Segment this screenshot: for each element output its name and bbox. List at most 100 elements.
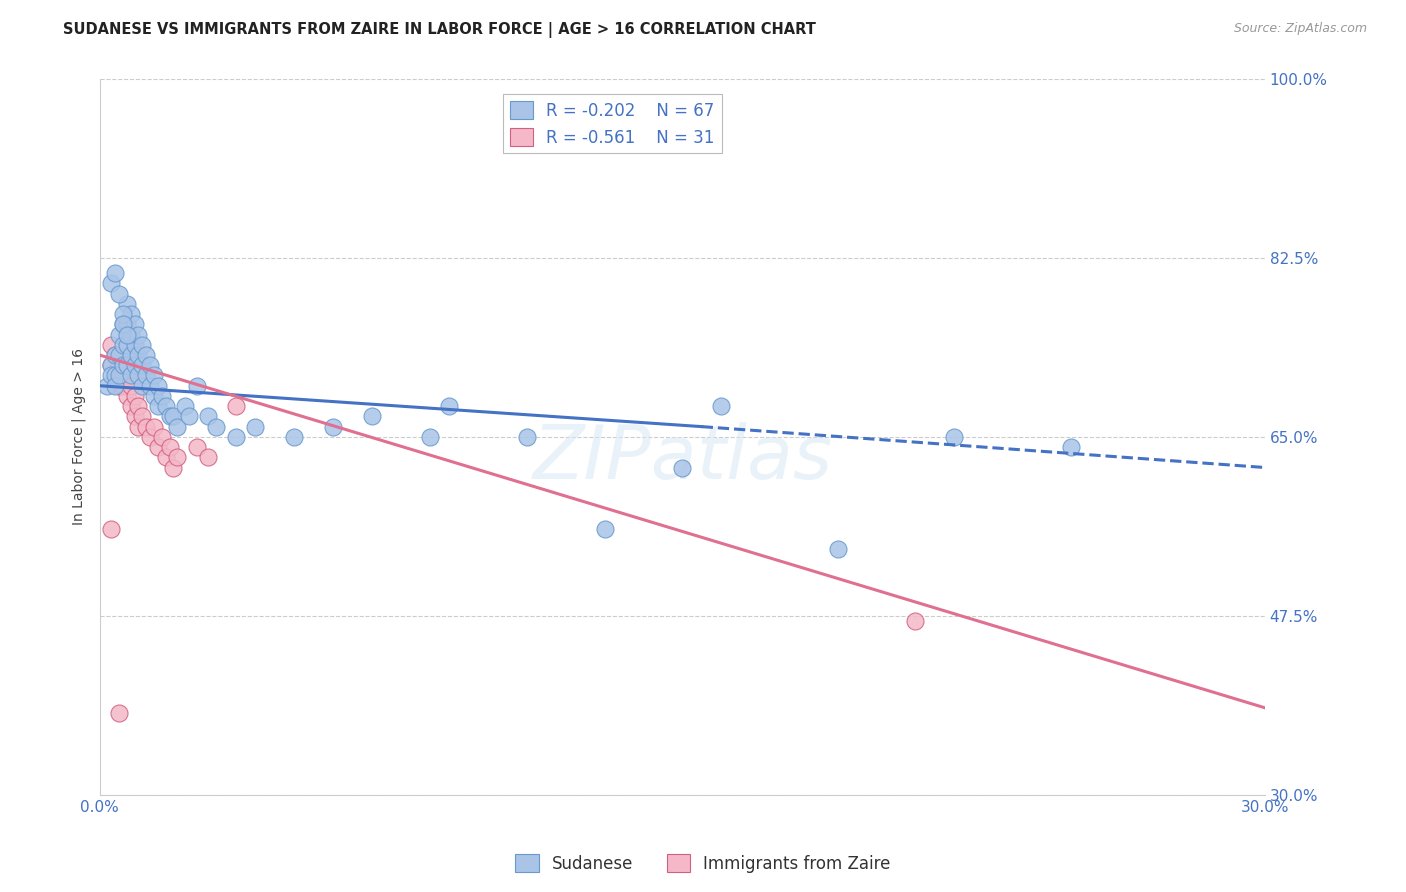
Text: SUDANESE VS IMMIGRANTS FROM ZAIRE IN LABOR FORCE | AGE > 16 CORRELATION CHART: SUDANESE VS IMMIGRANTS FROM ZAIRE IN LAB…: [63, 22, 815, 38]
Point: [139, 430, 162, 444]
Point: [827, 542, 849, 557]
Point: [225, 399, 247, 413]
Point: [131, 378, 153, 392]
Point: [127, 368, 149, 383]
Point: [100, 522, 122, 536]
Point: [162, 409, 184, 424]
Point: [135, 419, 157, 434]
Point: [159, 409, 181, 424]
Point: [104, 266, 127, 280]
Point: [143, 419, 166, 434]
Point: [111, 358, 134, 372]
Point: [120, 307, 142, 321]
Point: [115, 318, 138, 332]
Point: [120, 348, 142, 362]
Y-axis label: In Labor Force | Age > 16: In Labor Force | Age > 16: [72, 349, 86, 525]
Legend: Sudanese, Immigrants from Zaire: Sudanese, Immigrants from Zaire: [509, 847, 897, 880]
Point: [96, 378, 118, 392]
Point: [322, 419, 344, 434]
Point: [131, 409, 153, 424]
Point: [115, 389, 138, 403]
Point: [100, 358, 122, 372]
Point: [108, 348, 131, 362]
Point: [115, 358, 138, 372]
Point: [159, 440, 181, 454]
Point: [139, 378, 162, 392]
Point: [437, 399, 460, 413]
Point: [115, 338, 138, 352]
Point: [127, 419, 149, 434]
Point: [100, 358, 122, 372]
Point: [205, 419, 228, 434]
Point: [104, 348, 127, 362]
Point: [135, 348, 157, 362]
Point: [197, 450, 219, 465]
Point: [166, 419, 188, 434]
Point: [166, 450, 188, 465]
Point: [115, 368, 138, 383]
Point: [174, 399, 197, 413]
Point: [186, 378, 208, 392]
Point: [111, 378, 134, 392]
Point: [516, 430, 538, 444]
Legend: R = -0.202    N = 67, R = -0.561    N = 31: R = -0.202 N = 67, R = -0.561 N = 31: [503, 95, 721, 153]
Point: [124, 318, 146, 332]
Point: [1059, 440, 1081, 454]
Point: [143, 389, 166, 403]
Point: [186, 440, 208, 454]
Point: [139, 358, 162, 372]
Point: [155, 399, 177, 413]
Point: [131, 338, 153, 352]
Point: [120, 327, 142, 342]
Point: [283, 430, 305, 444]
Point: [108, 286, 131, 301]
Text: ZIPatlas: ZIPatlas: [533, 422, 832, 494]
Point: [124, 409, 146, 424]
Point: [150, 430, 173, 444]
Point: [100, 277, 122, 291]
Point: [108, 327, 131, 342]
Point: [108, 368, 131, 383]
Point: [111, 338, 134, 352]
Point: [120, 399, 142, 413]
Text: Source: ZipAtlas.com: Source: ZipAtlas.com: [1233, 22, 1367, 36]
Point: [225, 430, 247, 444]
Point: [177, 409, 200, 424]
Point: [100, 338, 122, 352]
Point: [104, 368, 127, 383]
Point: [100, 368, 122, 383]
Point: [120, 378, 142, 392]
Point: [104, 378, 127, 392]
Point: [127, 348, 149, 362]
Point: [943, 430, 966, 444]
Point: [124, 358, 146, 372]
Point: [150, 389, 173, 403]
Point: [120, 368, 142, 383]
Point: [131, 358, 153, 372]
Point: [111, 307, 134, 321]
Point: [155, 450, 177, 465]
Point: [111, 318, 134, 332]
Point: [127, 399, 149, 413]
Point: [124, 389, 146, 403]
Point: [124, 338, 146, 352]
Point: [197, 409, 219, 424]
Point: [146, 378, 169, 392]
Point: [115, 297, 138, 311]
Point: [115, 327, 138, 342]
Point: [419, 430, 441, 444]
Point: [111, 358, 134, 372]
Point: [146, 440, 169, 454]
Point: [904, 614, 927, 628]
Point: [243, 419, 266, 434]
Point: [104, 348, 127, 362]
Point: [108, 358, 131, 372]
Point: [593, 522, 616, 536]
Point: [108, 706, 131, 720]
Point: [127, 327, 149, 342]
Point: [108, 378, 131, 392]
Point: [146, 399, 169, 413]
Point: [710, 399, 733, 413]
Point: [111, 318, 134, 332]
Point: [671, 460, 693, 475]
